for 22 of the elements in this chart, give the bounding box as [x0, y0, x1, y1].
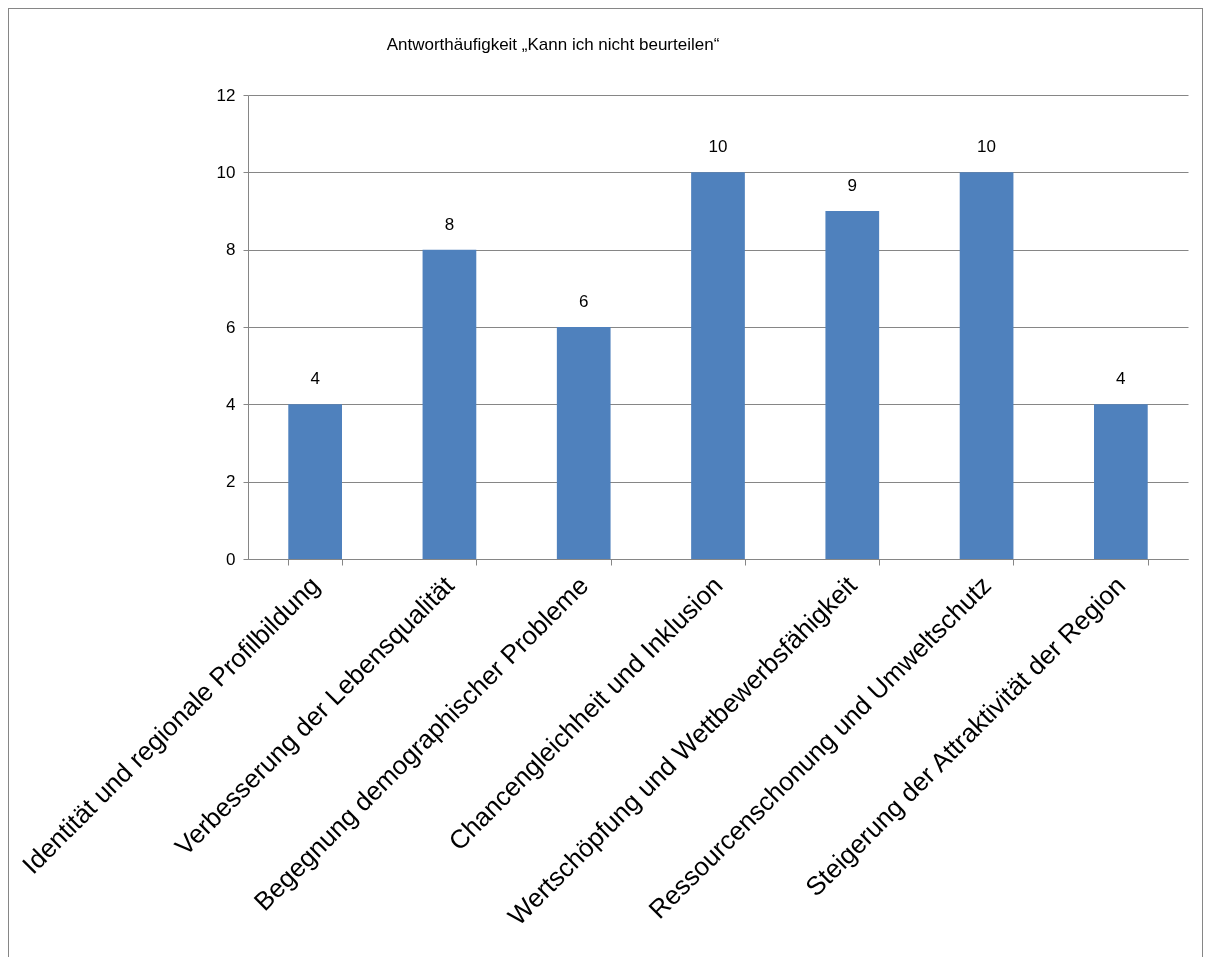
y-tick-label: 0: [226, 549, 236, 569]
data-label: 6: [578, 292, 589, 311]
data-label: 10: [977, 137, 997, 157]
data-label: 4: [310, 369, 320, 389]
data-label: 4: [1116, 369, 1126, 389]
y-tick-label: 8: [226, 240, 236, 260]
data-label: 10: [708, 137, 728, 157]
bar: [288, 404, 342, 559]
bar: [959, 172, 1014, 559]
y-tick-label: 4: [226, 394, 236, 414]
data-label: 8: [444, 214, 455, 234]
data-label: 9: [847, 176, 858, 195]
y-tick-label: 10: [216, 162, 236, 182]
chart-title: Antworthäufigkeit „Kann ich nicht beurteilen“: [386, 35, 720, 54]
y-tick-label: 6: [226, 317, 236, 337]
bar: [422, 249, 477, 559]
bar: [691, 172, 745, 559]
y-tick-label: 12: [216, 85, 236, 105]
y-tick-label: 2: [226, 472, 236, 492]
bar: [1094, 404, 1148, 559]
bar: [556, 327, 611, 559]
bar: [825, 211, 880, 559]
